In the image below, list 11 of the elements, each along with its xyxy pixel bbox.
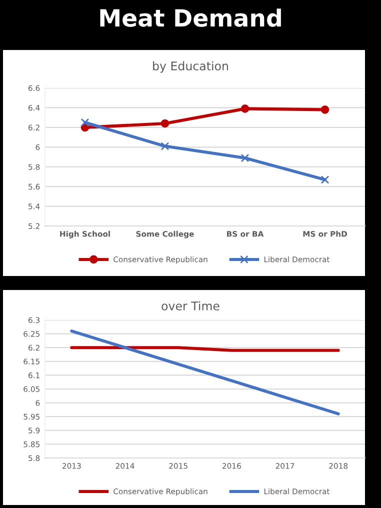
chart-title: Meat Demand	[100, 8, 281, 27]
point	[160, 119, 170, 128]
line-series	[70, 330, 340, 416]
point	[80, 118, 90, 127]
point	[320, 176, 330, 184]
point	[240, 154, 250, 162]
chart-subtitle: over Time	[162, 301, 220, 310]
chart-subtitle: by Education	[153, 61, 228, 73]
point	[240, 104, 250, 113]
point	[320, 106, 330, 114]
point	[160, 142, 170, 150]
